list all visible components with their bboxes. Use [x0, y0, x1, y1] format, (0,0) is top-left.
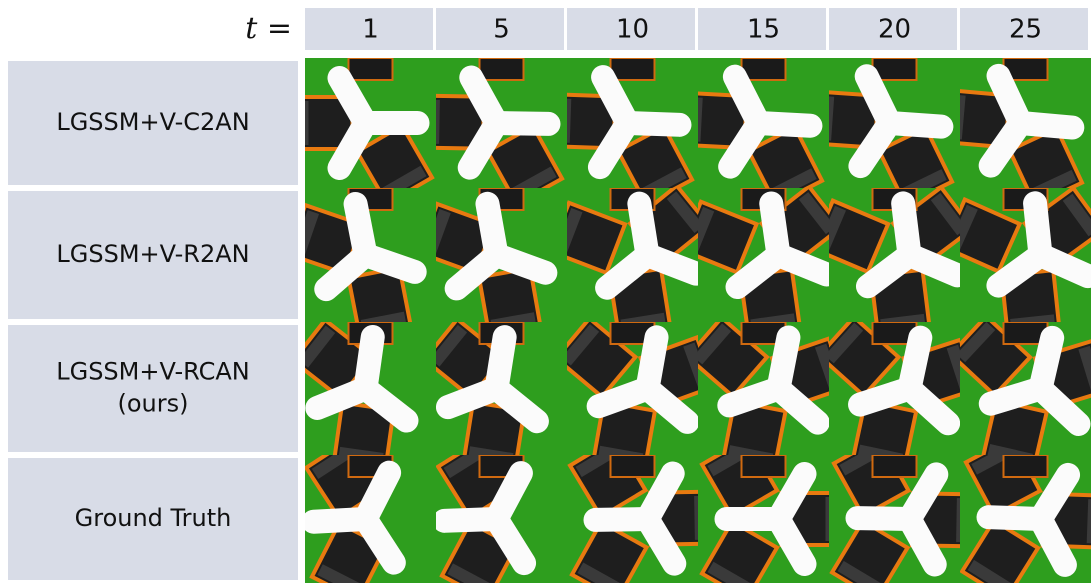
frame-image	[684, 58, 829, 204]
frame-image	[288, 188, 436, 337]
frame-image	[305, 439, 436, 583]
row-label: Ground Truth	[75, 504, 232, 532]
column-label: 15	[747, 15, 780, 45]
row-label: LGSSM+V-R2AN	[56, 240, 249, 268]
frame-image	[951, 316, 1091, 470]
frame-image	[436, 439, 567, 583]
frame-image	[554, 58, 698, 204]
frame-image	[688, 318, 848, 470]
top-mount	[480, 58, 524, 80]
column-label: 20	[878, 15, 911, 45]
top-mount	[349, 58, 393, 80]
row-label-cell	[8, 325, 298, 452]
frame-image	[419, 188, 567, 336]
frame-image	[567, 439, 713, 583]
row-label: (ours)	[118, 390, 189, 418]
column-label: 10	[616, 15, 649, 45]
frame-image	[946, 58, 1091, 205]
top-mount	[611, 58, 655, 80]
top-mount	[1004, 455, 1048, 477]
frame-image	[681, 186, 843, 335]
frame-image	[425, 319, 567, 469]
frame-image	[944, 188, 1091, 335]
time-label: t =	[245, 11, 292, 46]
top-mount	[742, 455, 786, 477]
top-mount	[873, 455, 917, 477]
frame-image	[556, 318, 716, 469]
top-mount	[611, 455, 655, 477]
column-label: 25	[1009, 15, 1042, 45]
row-label: LGSSM+V-RCAN	[56, 358, 250, 386]
frame-image	[960, 438, 1091, 583]
gripper-plate	[297, 101, 309, 145]
column-label: 1	[362, 15, 379, 45]
frame-image	[819, 317, 978, 470]
frame-image	[829, 438, 974, 583]
frame-image	[550, 186, 712, 336]
frame-image	[815, 58, 960, 205]
frame-image	[293, 58, 437, 204]
frame-image	[813, 187, 975, 335]
row-label: LGSSM+V-C2AN	[56, 108, 249, 136]
figure: t = 1510152025LGSSM+V-C2ANLGSSM+V-R2ANLG…	[0, 0, 1091, 583]
frame-image	[293, 320, 436, 469]
frame-image	[698, 438, 844, 583]
frame-image	[423, 58, 567, 204]
column-label: 5	[493, 15, 510, 45]
